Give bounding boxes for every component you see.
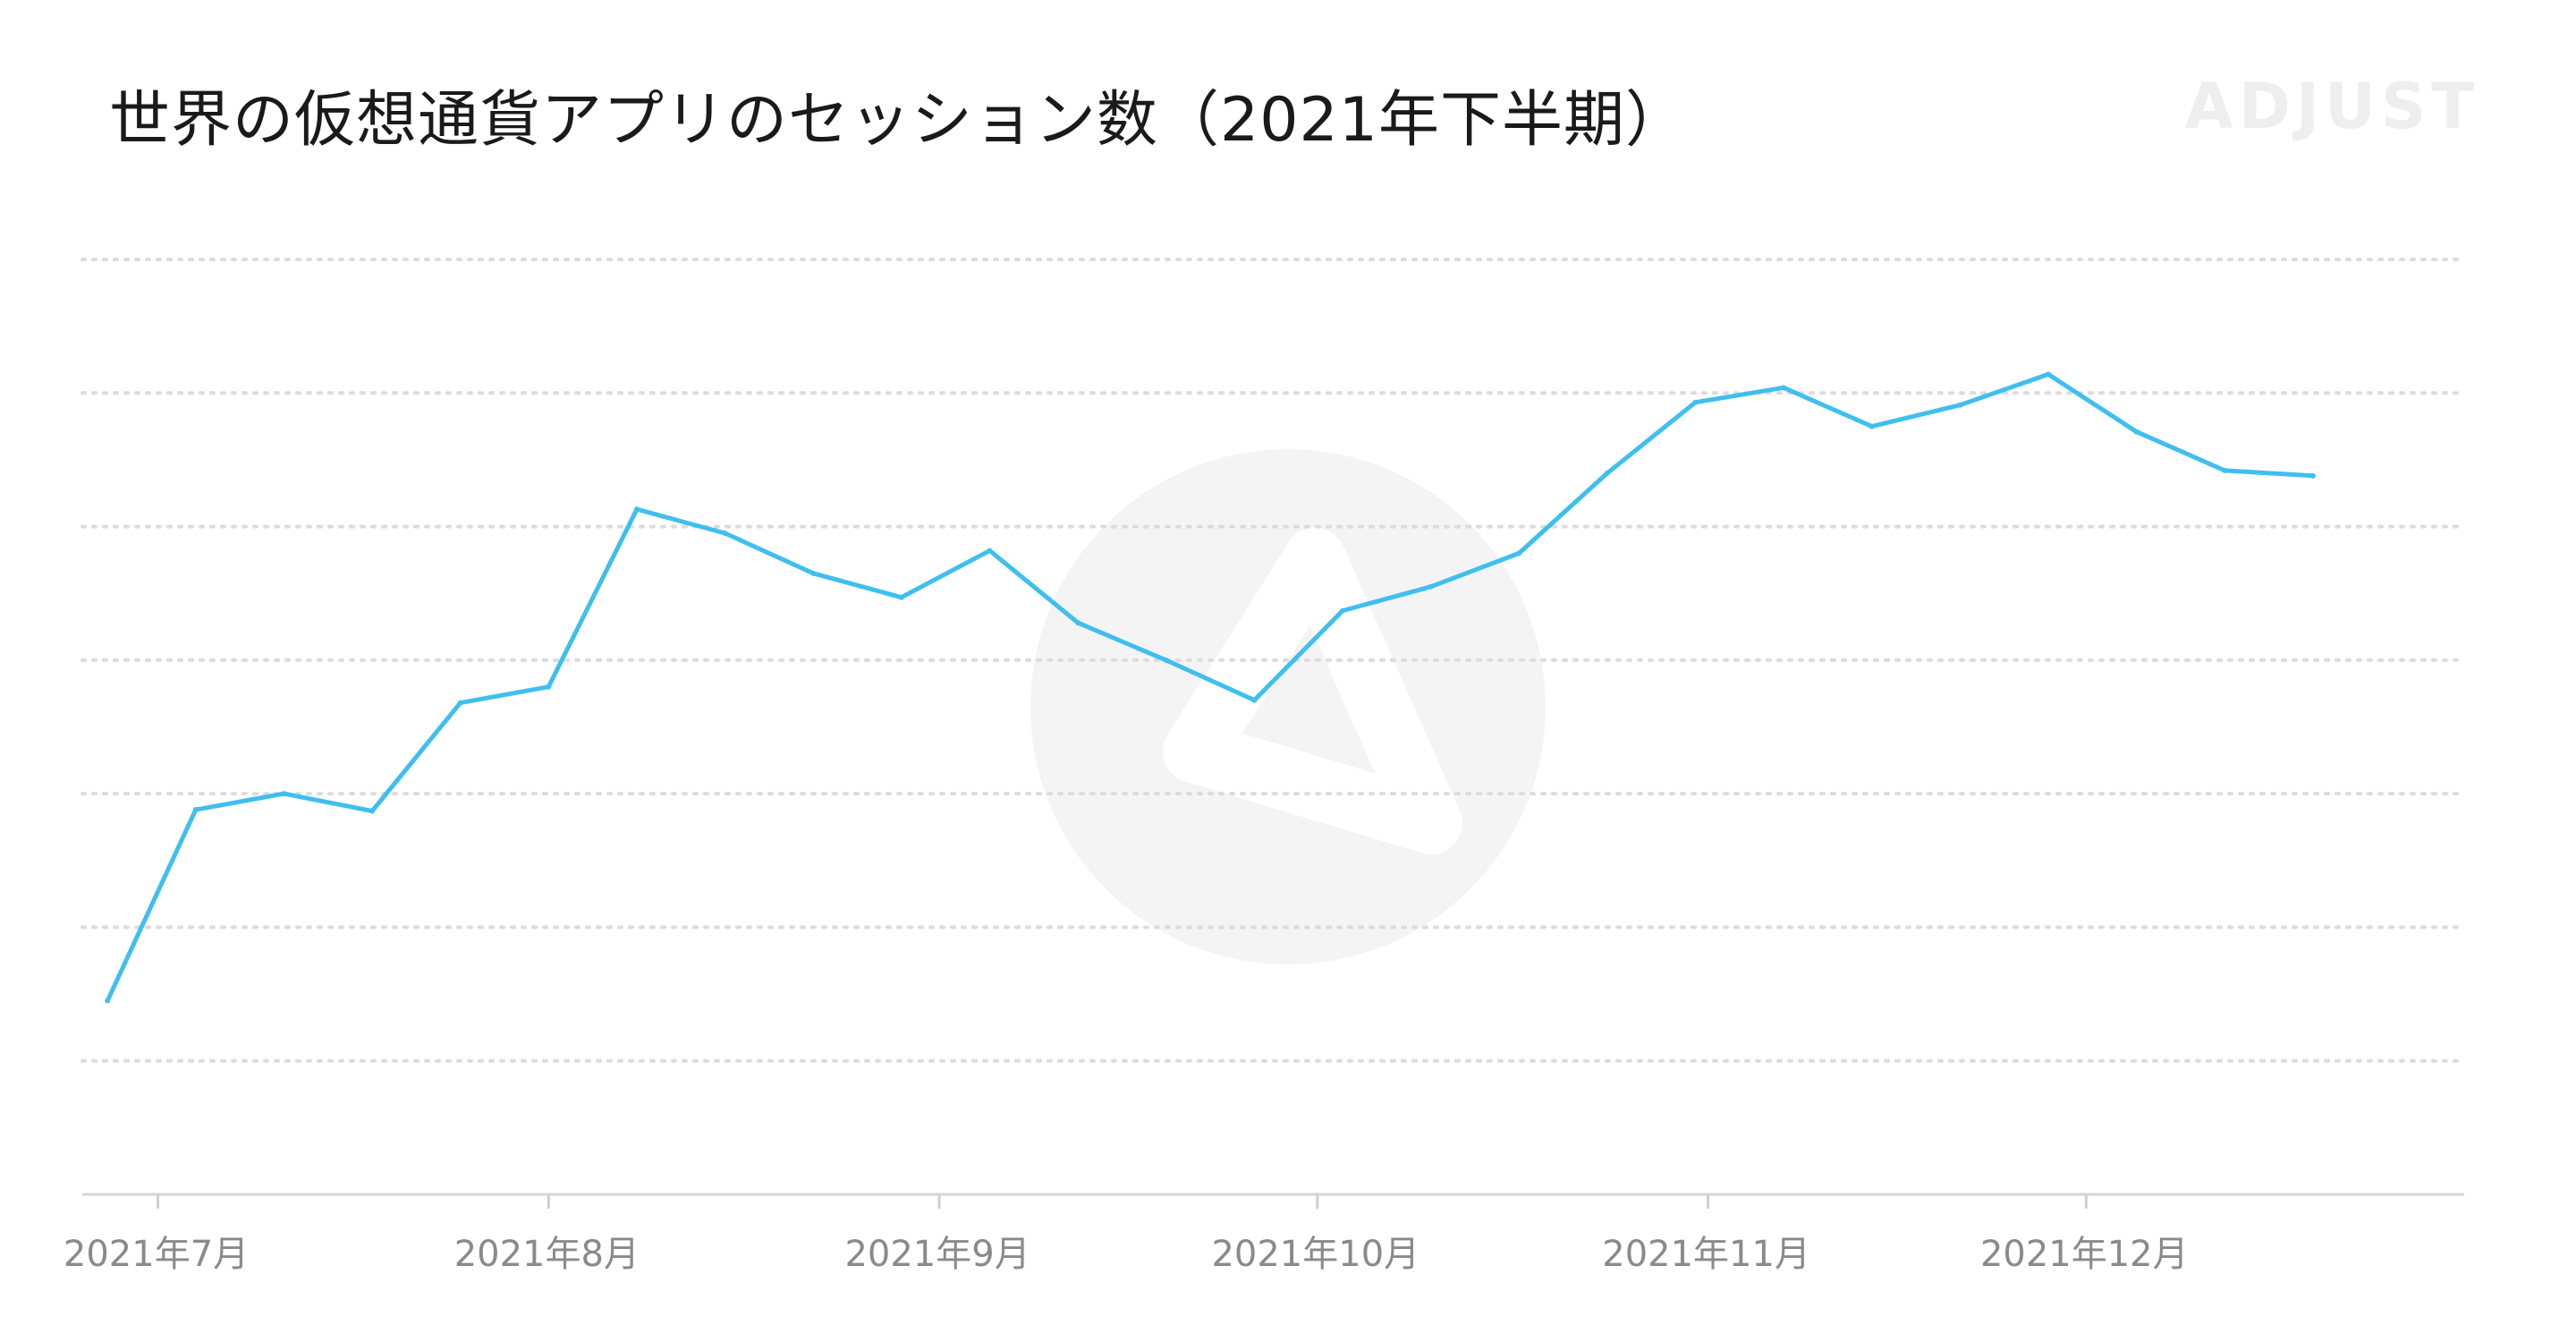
x-tick-label: 2021年8月 — [454, 1234, 640, 1275]
data-point — [810, 570, 817, 576]
data-point — [633, 506, 640, 513]
x-tick-label: 2021年9月 — [844, 1234, 1030, 1275]
data-point — [987, 548, 993, 554]
data-point — [898, 594, 904, 600]
x-tick-label: 2021年10月 — [1211, 1234, 1419, 1275]
brand-logo: ADJUST — [2184, 70, 2479, 143]
data-point — [1781, 385, 1787, 391]
series-line — [105, 371, 2316, 1003]
watermark-logo-icon — [1030, 449, 1546, 964]
series-group — [105, 371, 2316, 1004]
data-point — [192, 807, 199, 813]
data-point — [281, 791, 287, 797]
data-point — [369, 808, 376, 814]
data-point — [1339, 607, 1345, 614]
data-point — [2133, 429, 2140, 435]
grid-lines — [80, 258, 2466, 1063]
data-point — [2046, 371, 2052, 378]
x-tick-label: 2021年11月 — [1602, 1234, 1810, 1275]
data-point — [1692, 399, 1699, 405]
data-point — [2309, 472, 2316, 479]
data-point — [722, 531, 728, 537]
data-point — [1428, 583, 1434, 590]
data-point — [1604, 470, 1610, 476]
data-point — [2222, 467, 2228, 473]
data-point — [1251, 697, 1258, 703]
chart-title: 世界の仮想通貨アプリのセッション数（2021年下半期） — [109, 85, 1688, 156]
data-point — [1957, 402, 1963, 408]
data-point — [105, 998, 111, 1004]
x-tick-label: 2021年12月 — [1980, 1234, 2189, 1275]
data-point — [1075, 620, 1081, 626]
data-point — [1163, 657, 1169, 663]
data-point — [546, 684, 552, 690]
data-point — [1868, 423, 1875, 429]
x-ticks: 2021年7月 2021年8月 2021年9月 2021年10月 2021年11月 202… — [64, 1194, 2189, 1275]
data-point — [457, 700, 463, 706]
x-tick-label: 2021年7月 — [64, 1234, 249, 1275]
data-point — [1516, 550, 1522, 556]
